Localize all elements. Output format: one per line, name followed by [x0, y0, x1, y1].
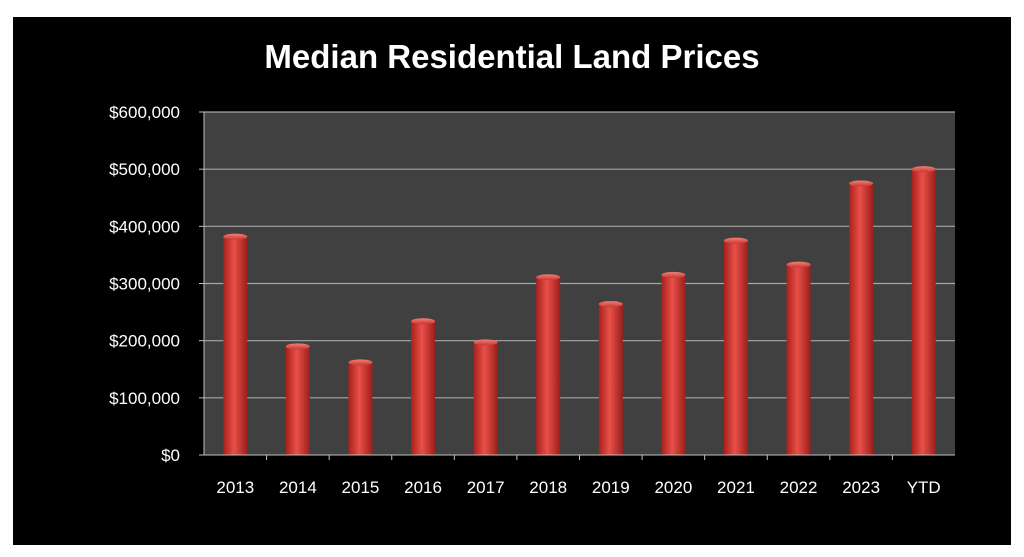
x-tick-label: YTD: [907, 478, 941, 497]
axes: [199, 111, 955, 460]
chart-title: Median Residential Land Prices: [264, 38, 760, 75]
bar-cap-2013: [223, 233, 248, 240]
y-tick-labels: $0 $100,000 $200,000 $300,000 $400,000 $500,0…: [109, 103, 180, 465]
bar-2016: [411, 321, 436, 455]
y-tick-label: $600,000: [109, 103, 180, 122]
bar-2015: [348, 362, 373, 455]
bar-2017: [473, 342, 498, 455]
bar-cap-YTD: [911, 166, 936, 173]
bar-cap-2022: [786, 261, 811, 268]
x-tick-label: 2021: [717, 478, 755, 497]
x-tick-label: 2015: [342, 478, 380, 497]
bar-YTD: [911, 169, 936, 455]
bar-cap-2014: [285, 343, 310, 350]
bar-cap-2017: [473, 339, 498, 346]
y-tick-label: $500,000: [109, 160, 180, 179]
x-tick-label: 2016: [404, 478, 442, 497]
bar-cap-2015: [348, 359, 373, 366]
x-tick-label: 2018: [529, 478, 567, 497]
x-tick-label: 2013: [216, 478, 254, 497]
x-tick-label: 2017: [467, 478, 505, 497]
gridlines: [204, 111, 955, 399]
bar-2022: [786, 264, 811, 455]
x-tick-label: 2020: [654, 478, 692, 497]
bar-cap-2020: [661, 271, 686, 278]
bars: [223, 166, 936, 456]
bar-2020: [661, 274, 686, 455]
bar-2021: [723, 240, 748, 455]
bar-2023: [849, 183, 874, 456]
y-tick-label: $200,000: [109, 332, 180, 351]
y-tick-label: $100,000: [109, 389, 180, 408]
x-tick-labels: 2013 2014 2015 2016 2017 2018 2019 2020 2021 2022…: [216, 478, 940, 497]
bar-2013: [223, 236, 248, 455]
x-tick-label: 2019: [592, 478, 630, 497]
bar-cap-2021: [723, 237, 748, 244]
x-tick-label: 2014: [279, 478, 317, 497]
y-tick-label: $300,000: [109, 275, 180, 294]
y-tick-label: $400,000: [109, 217, 180, 236]
bar-cap-2023: [849, 180, 874, 187]
bar-cap-2016: [411, 318, 436, 325]
bar-2019: [598, 304, 623, 455]
y-tick-label: $0: [161, 446, 180, 465]
x-tick-label: 2022: [780, 478, 818, 497]
bar-2014: [285, 346, 310, 455]
x-tick-label: 2023: [842, 478, 880, 497]
bar-cap-2018: [536, 274, 561, 281]
bar-cap-2019: [598, 301, 623, 308]
bar-2018: [536, 277, 561, 455]
